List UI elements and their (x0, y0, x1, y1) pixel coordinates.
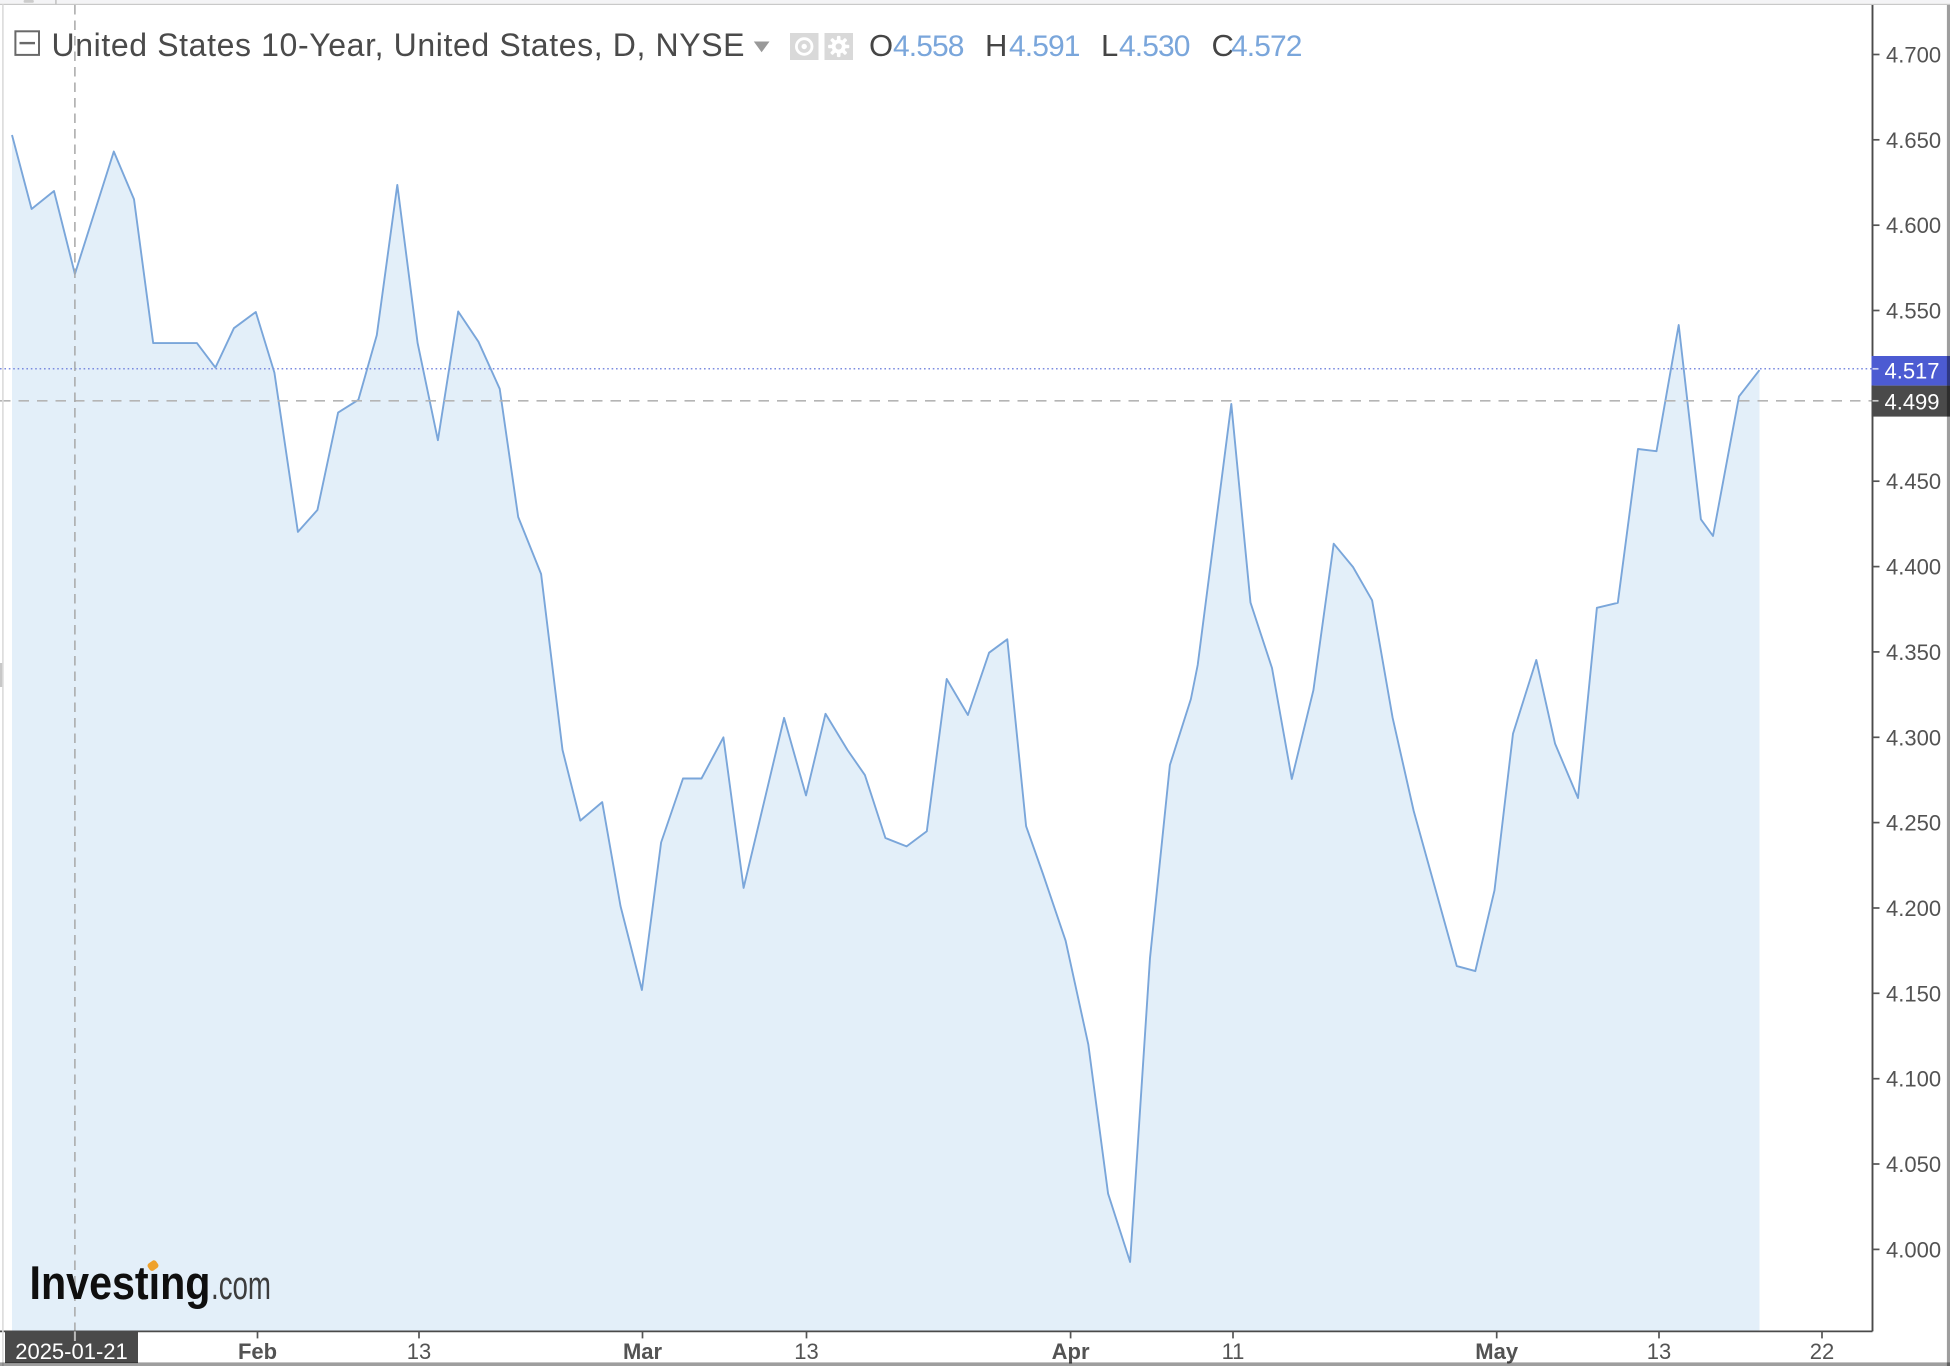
svg-text:13: 13 (407, 1339, 431, 1364)
svg-text:4.300: 4.300 (1886, 725, 1941, 750)
svg-text:L: L (1101, 28, 1118, 63)
svg-text:4.250: 4.250 (1886, 811, 1941, 836)
svg-text:4.050: 4.050 (1886, 1152, 1941, 1177)
svg-text:4.000: 4.000 (1886, 1237, 1941, 1262)
svg-text:4.499: 4.499 (1884, 390, 1939, 415)
svg-text:Investıng: Investıng (30, 1256, 211, 1309)
svg-text:4.600: 4.600 (1886, 213, 1941, 238)
svg-text:4.550: 4.550 (1886, 299, 1941, 324)
svg-text:United States 10-Year, United: United States 10-Year, United States, D,… (52, 27, 745, 63)
svg-text:May: May (1475, 1339, 1519, 1364)
svg-text:13: 13 (1647, 1339, 1671, 1364)
svg-text:2025-01-21: 2025-01-21 (15, 1339, 128, 1364)
svg-text:Mar: Mar (623, 1339, 663, 1364)
svg-text:4.350: 4.350 (1886, 640, 1941, 665)
svg-text:4.400: 4.400 (1886, 555, 1941, 580)
svg-text:4.650: 4.650 (1886, 128, 1941, 153)
svg-text:4.572: 4.572 (1231, 30, 1302, 63)
svg-text:4.591: 4.591 (1009, 30, 1080, 63)
svg-text:Feb: Feb (238, 1339, 277, 1364)
svg-text:O: O (869, 28, 893, 63)
svg-text:Apr: Apr (1052, 1339, 1090, 1364)
svg-text:C: C (1212, 28, 1234, 63)
svg-text:H: H (985, 28, 1007, 63)
svg-text:4.150: 4.150 (1886, 981, 1941, 1006)
svg-text:4.700: 4.700 (1886, 43, 1941, 68)
svg-text:4.450: 4.450 (1886, 469, 1941, 494)
svg-text:.com: .com (211, 1264, 271, 1308)
svg-text:4.100: 4.100 (1886, 1067, 1941, 1092)
svg-text:4.200: 4.200 (1886, 896, 1941, 921)
svg-text:13: 13 (794, 1339, 818, 1364)
svg-text:11: 11 (1222, 1339, 1245, 1364)
svg-text:22: 22 (1810, 1339, 1834, 1364)
svg-text:4.517: 4.517 (1884, 359, 1939, 384)
svg-text:4.530: 4.530 (1119, 30, 1190, 63)
svg-text:4.558: 4.558 (893, 30, 964, 63)
